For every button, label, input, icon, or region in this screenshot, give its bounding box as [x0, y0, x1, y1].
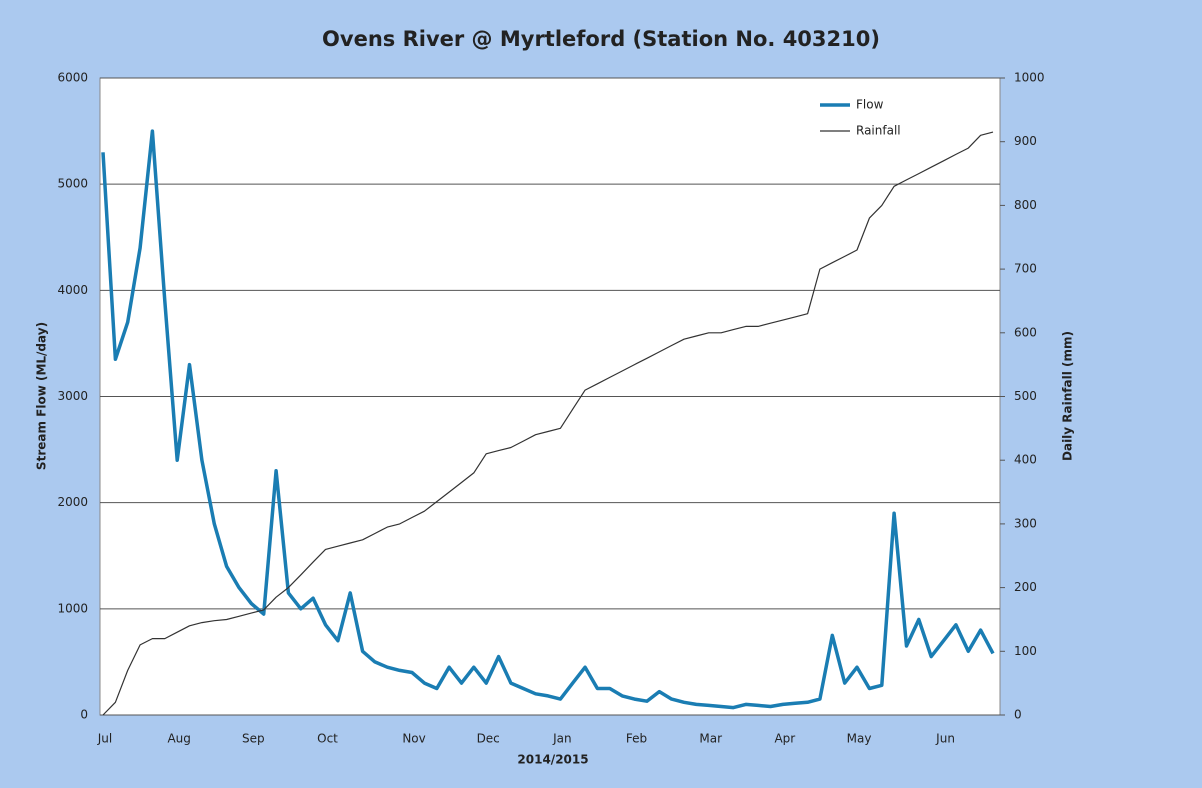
x-tick-label: Mar — [699, 732, 722, 746]
y2-tick-label: 200 — [1014, 580, 1037, 594]
x-tick-label: Jul — [97, 732, 112, 746]
y-tick-label: 6000 — [57, 71, 88, 85]
y2-tick-label: 600 — [1014, 325, 1037, 339]
chart-title: Ovens River @ Myrtleford (Station No. 40… — [322, 27, 880, 51]
y2-tick-label: 1000 — [1014, 71, 1045, 85]
x-tick-label: May — [847, 732, 872, 746]
x-tick-label: Jun — [935, 732, 955, 746]
y2-tick-label: 700 — [1014, 262, 1037, 276]
x-tick-label: Apr — [774, 732, 795, 746]
x-tick-label: Oct — [317, 732, 338, 746]
x-tick-label: Dec — [477, 732, 500, 746]
x-tick-label: Sep — [242, 732, 265, 746]
y2-tick-label: 500 — [1014, 389, 1037, 403]
x-tick-label: Aug — [167, 732, 190, 746]
y2-tick-label: 0 — [1014, 708, 1022, 722]
data-line — [101, 129, 995, 710]
y-tick-label: 4000 — [57, 283, 88, 297]
y2-tick-label: 900 — [1014, 134, 1037, 148]
y-axis-title: Stream Flow (ML/day) — [35, 322, 49, 470]
y2-tick-label: 800 — [1014, 198, 1037, 212]
data-line — [102, 131, 994, 716]
y2-tick-label: 300 — [1014, 516, 1037, 530]
x-tick-label: Feb — [626, 732, 647, 746]
legend-label: Rainfall — [856, 124, 901, 138]
y2-tick-label: 400 — [1014, 453, 1037, 467]
y-tick-label: 5000 — [57, 177, 88, 191]
y-tick-label: 0 — [80, 708, 88, 722]
y-tick-label: 2000 — [57, 495, 88, 509]
y2-axis-title: Daily Rainfall (mm) — [1061, 331, 1075, 461]
x-tick-label: Nov — [402, 732, 425, 746]
y2-tick-label: 100 — [1014, 644, 1037, 658]
legend-label: Flow — [856, 98, 884, 112]
x-axis-title: 2014/2015 — [517, 753, 588, 767]
y-tick-label: 1000 — [57, 601, 88, 615]
y-tick-label: 3000 — [57, 389, 88, 403]
x-tick-label: Jan — [552, 732, 572, 746]
